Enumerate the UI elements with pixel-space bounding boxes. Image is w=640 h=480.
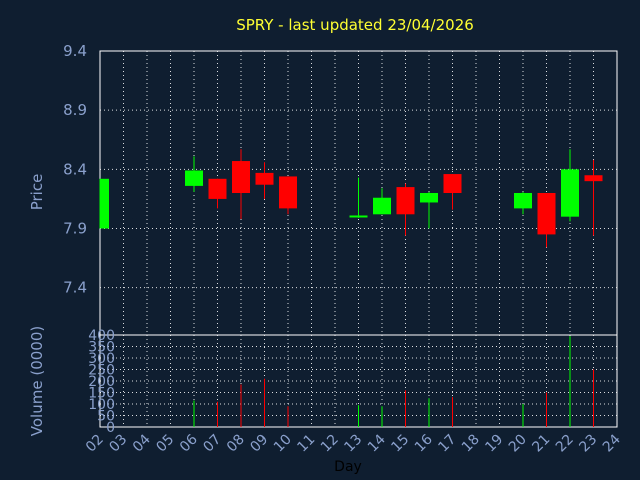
volume-bar-series [193,336,594,427]
price-tick-label: 8.9 [63,101,87,119]
day-tick-label: 21 [529,432,553,456]
day-tick-label: 17 [435,432,459,456]
volume-tick-label: 0 [106,420,115,436]
price-grid [100,50,617,335]
volume-tick-label: 250 [88,363,115,379]
x-axis-label: Day [334,459,362,475]
candle-body [232,161,250,193]
chart-title: SPRY - last updated 23/04/2026 [236,16,474,34]
price-tick-label: 7.4 [63,279,87,297]
volume-tick-label: 50 [97,409,115,425]
candle-body [537,193,556,235]
price-tick-label: 7.9 [63,220,87,238]
price-tick-labels: 9.4 8.9 8.4 7.9 7.4 [63,42,87,297]
price-tick-label: 8.4 [63,160,87,178]
day-tick-label: 11 [294,432,318,456]
volume-tick-label: 400 [88,328,115,344]
day-tick-label: 04 [130,431,154,455]
day-tick-label: 16 [412,431,436,455]
candle-body [255,172,274,185]
day-tick-label: 02 [83,432,107,456]
candle-body [100,178,109,229]
day-tick-label: 07 [200,432,224,456]
day-tick-label: 10 [271,432,295,456]
candle-body [279,176,297,209]
candlestick-series [99,149,603,248]
day-tick-label: 12 [318,432,342,456]
day-tick-label: 20 [506,432,530,456]
day-tick-label: 08 [224,432,248,456]
day-tick-label: 19 [482,432,506,456]
price-tick-label: 9.4 [63,42,87,60]
day-tick-label: 18 [459,432,483,456]
candle-body [373,197,391,215]
day-tick-label: 22 [553,432,577,456]
volume-tick-label: 100 [88,397,115,413]
price-axis-label: Price [28,174,46,211]
candle-body [584,175,603,182]
candle-body [208,178,227,199]
day-tick-label: 13 [341,432,365,456]
day-tick-label: 09 [247,432,271,456]
volume-axis-label: Volume (0000) [28,326,46,436]
day-tick-label: 06 [177,431,201,455]
day-tick-label: 05 [153,432,177,456]
day-tick-label: 24 [600,431,624,455]
day-tick-label: 15 [388,432,412,456]
candle-body [396,187,415,215]
candle-body [185,170,203,186]
candle-body [349,215,368,218]
day-tick-labels: 02 03 04 05 06 07 08 09 10 11 12 13 14 15 16 17 18 19 20 21… [83,431,624,455]
volume-tick-label: 200 [88,374,115,390]
candle-body [514,193,532,209]
candle-body [420,193,438,203]
day-tick-label: 23 [576,432,600,456]
volume-tick-label: 350 [88,340,115,356]
volume-tick-label: 300 [88,351,115,367]
day-tick-label: 14 [365,431,389,455]
volume-tick-label: 150 [88,386,115,402]
candle-body [443,174,462,193]
candle-body [561,169,579,217]
